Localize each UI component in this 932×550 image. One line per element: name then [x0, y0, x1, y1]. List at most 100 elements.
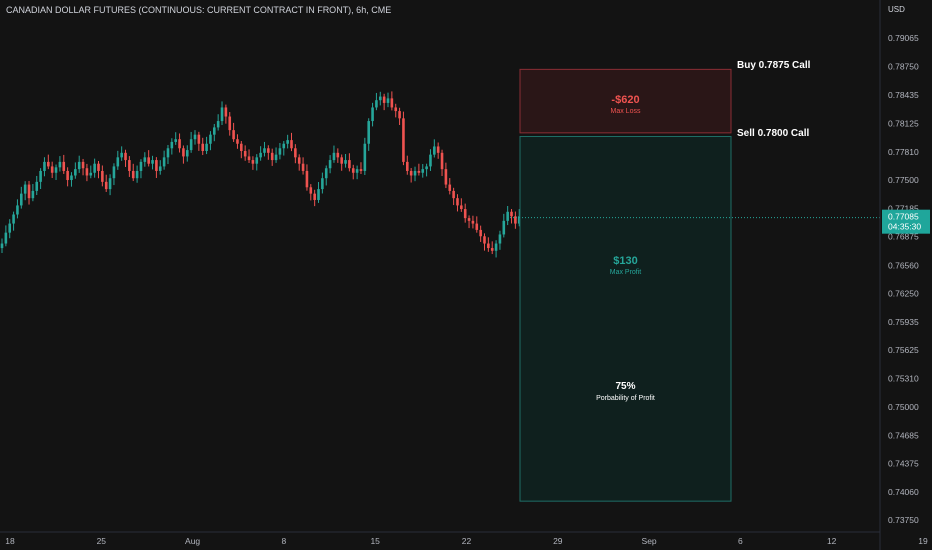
candle-body [23, 184, 27, 194]
candle-body [270, 152, 274, 161]
y-tick-label: 0.78435 [888, 90, 919, 100]
candle-body [4, 232, 8, 244]
candle-body [58, 161, 62, 168]
candle-body [375, 100, 378, 108]
candle-body [444, 169, 448, 185]
candle-body [70, 175, 73, 181]
candle-body [506, 211, 509, 221]
candlestick-series [0, 91, 525, 258]
y-tick-label: 0.76560 [888, 260, 919, 270]
x-tick-label: 12 [827, 536, 837, 546]
candle-body [394, 107, 398, 112]
candle-body [12, 214, 15, 224]
y-tick-label: 0.75935 [888, 317, 919, 327]
max-loss-value: -$620 [611, 94, 639, 106]
candle-body [440, 152, 444, 170]
candle-body [93, 163, 96, 173]
candle-body [355, 169, 359, 173]
y-tick-label: 0.74685 [888, 430, 919, 440]
x-tick-label: 29 [553, 536, 563, 546]
x-tick-label: Sep [642, 536, 657, 546]
candle-body [324, 168, 328, 179]
candle-body [378, 96, 382, 101]
candle-body [97, 163, 100, 171]
candle-body [16, 205, 19, 215]
x-tick-label: Aug [185, 536, 200, 546]
candle-body [282, 143, 286, 149]
candle-body [460, 205, 463, 210]
candle-body [131, 170, 135, 179]
candle-body [498, 234, 502, 244]
y-tick-label: 0.75625 [888, 345, 919, 355]
max-loss-zone[interactable] [519, 68, 732, 134]
candle-body [185, 150, 189, 157]
candle-body [66, 170, 69, 181]
current-price-badge: 0.77085 04:35:30 [882, 209, 930, 234]
candle-body [406, 161, 409, 171]
candle-body [263, 148, 266, 153]
candle-body [413, 170, 417, 176]
y-tick-label: 0.76250 [888, 288, 919, 298]
candle-body [224, 107, 228, 117]
candle-body [182, 148, 185, 157]
candle-body [47, 161, 50, 167]
y-tick-label: 0.78750 [888, 62, 919, 72]
candle-body [301, 163, 305, 171]
buy-call-label: Buy 0.7875 Call [737, 59, 811, 71]
candle-body [155, 160, 158, 171]
candle-body [240, 143, 243, 151]
candle-body [517, 216, 521, 224]
candle-body [463, 209, 467, 219]
candle-body [74, 169, 77, 176]
probability-value: 75% [615, 381, 635, 392]
x-tick-label: 6 [738, 536, 743, 546]
y-tick-label: 0.75000 [888, 402, 919, 412]
x-tick-label: 8 [282, 536, 287, 546]
candle-body [209, 134, 212, 144]
y-tick-label: 0.73750 [888, 515, 919, 525]
candle-body [20, 193, 23, 206]
y-tick-label: 0.76875 [888, 232, 919, 242]
candle-body [483, 236, 486, 244]
candle-body [205, 143, 208, 151]
candle-body [436, 146, 440, 153]
candle-body [494, 243, 498, 251]
candle-body [151, 160, 154, 164]
candle-body [255, 157, 259, 164]
candle-body [452, 190, 455, 199]
candle-body [162, 157, 166, 167]
x-axis-ticks: 18 25 Aug 8 15 22 29 Sep 6 12 19 [5, 536, 928, 546]
candle-body [351, 168, 355, 173]
axes [0, 0, 881, 550]
candle-body [112, 166, 116, 179]
candle-body [514, 216, 517, 224]
candle-body [143, 157, 147, 162]
x-tick-label: 18 [5, 536, 15, 546]
candle-body [490, 248, 494, 251]
currency-label: USD [888, 5, 905, 14]
candle-body [328, 160, 332, 169]
candle-body [50, 166, 54, 173]
candle-body [251, 160, 255, 164]
candle-body [390, 98, 394, 108]
candle-body [147, 157, 150, 164]
candle-body [158, 166, 162, 171]
candle-body [429, 154, 432, 167]
candle-body [174, 139, 177, 142]
candle-body [35, 181, 39, 191]
candle-body [247, 156, 251, 161]
candle-body [201, 143, 205, 151]
candle-body [487, 243, 490, 249]
max-profit-zone[interactable] [519, 135, 732, 502]
candle-body [479, 229, 482, 237]
y-tick-label: 0.75310 [888, 374, 919, 384]
candle-body [128, 160, 131, 171]
candle-body [135, 170, 139, 179]
candle-body [332, 152, 336, 161]
candle-body [382, 96, 386, 103]
candle-body [475, 223, 479, 230]
probability-label: Porbability of Profit [596, 395, 655, 402]
candle-body [0, 243, 4, 249]
candle-body [8, 223, 12, 233]
